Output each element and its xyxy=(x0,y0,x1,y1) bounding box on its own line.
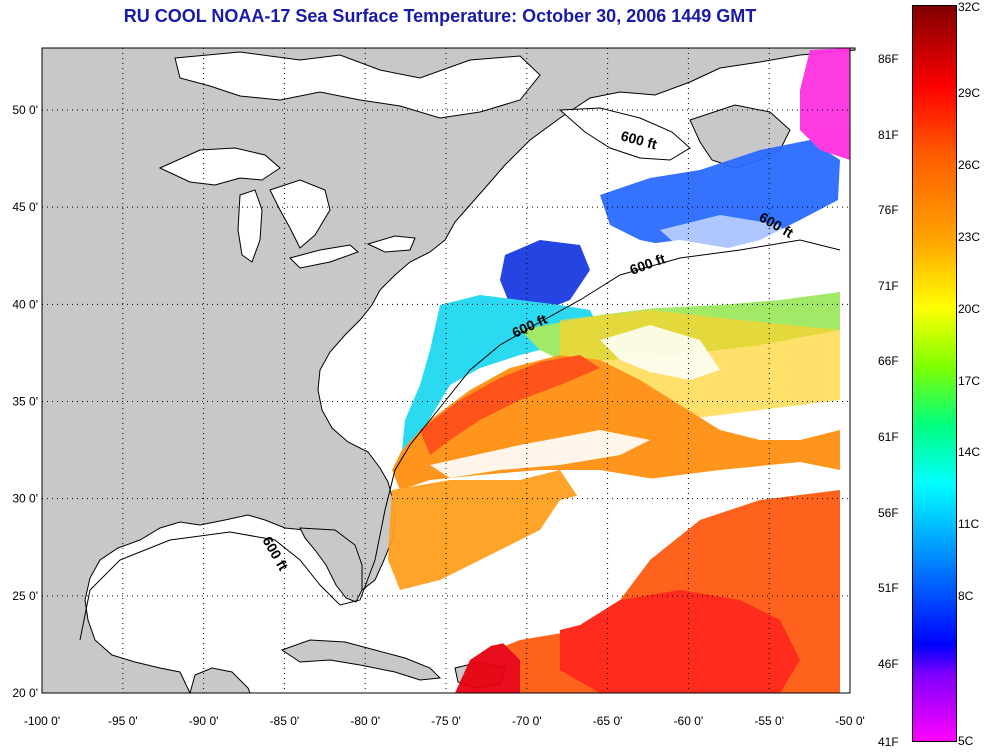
lon-tick-label: -60 0' xyxy=(674,714,704,728)
colorbar-celsius-label: 8C xyxy=(958,589,974,604)
lon-tick-label: -90 0' xyxy=(189,714,219,728)
colorbar-fahrenheit-label: 46F xyxy=(878,656,899,671)
sst-cool-labrador xyxy=(800,48,850,160)
colorbar-celsius-label: 29C xyxy=(958,86,981,100)
colorbar-celsius-label: 20C xyxy=(958,301,981,316)
lon-tick-label: -100 0' xyxy=(24,714,60,728)
lon-tick-label: -65 0' xyxy=(593,714,623,728)
axis-ticks: -100 0' -95 0' -90 0' -85 0' -80 0' -75 0' -70… xyxy=(12,103,864,728)
lake-huron xyxy=(269,179,331,249)
colorbar-celsius-label: 5C xyxy=(958,734,974,748)
colorbar-fahrenheit-label: 56F xyxy=(878,505,899,520)
lake-superior xyxy=(158,147,281,186)
lon-tick-label: -85 0' xyxy=(270,714,300,728)
sst-gulfstream-core xyxy=(420,355,600,455)
lat-tick-label: 50 0' xyxy=(12,103,38,117)
colorbar-celsius-label: 17C xyxy=(958,373,981,388)
lon-tick-label: -95 0' xyxy=(108,714,138,728)
lon-tick-label: -75 0' xyxy=(431,714,461,728)
colorbar-fahrenheit-label: 51F xyxy=(878,581,899,596)
lon-tick-label: -80 0' xyxy=(350,714,380,728)
colorbar-fahrenheit-label: 76F xyxy=(878,203,899,218)
st-lawrence xyxy=(558,107,691,161)
lon-tick-label: -50 0' xyxy=(835,714,865,728)
colorbar-fahrenheit-label: 81F xyxy=(878,127,899,142)
map-frame xyxy=(41,47,851,694)
colorbar-celsius-label: 26C xyxy=(958,157,981,172)
colorbar-celsius-label: 14C xyxy=(958,445,981,460)
hudson-bay-white xyxy=(174,51,541,119)
land-cuba xyxy=(280,639,442,681)
land-florida xyxy=(299,527,363,603)
temperature-colorbar xyxy=(912,5,957,742)
colorbar-fahrenheit-label: 71F xyxy=(878,278,899,293)
lon-tick-label: -70 0' xyxy=(512,714,542,728)
colorbar-fahrenheit-label: 86F xyxy=(878,52,899,66)
isobath-600ft xyxy=(79,239,841,641)
colorbar-fahrenheit-label: 61F xyxy=(878,430,899,444)
colorbar-celsius-label: 32C xyxy=(958,0,981,14)
colorbar-celsius-label: 23C xyxy=(958,229,981,244)
map-title: RU COOL NOAA-17 Sea Surface Temperature:… xyxy=(123,6,757,26)
lat-tick-label: 25 0' xyxy=(12,589,38,603)
lat-tick-label: 20 0' xyxy=(12,686,38,700)
colorbar-fahrenheit-label: 66F xyxy=(878,354,899,369)
colorbar-celsius-label: 11C xyxy=(958,517,980,532)
sst-cold-scotian xyxy=(600,140,840,250)
colorbar-fahrenheit-label: 41F xyxy=(878,735,899,749)
sst-cold-gulf-of-maine xyxy=(500,240,590,312)
lat-tick-label: 40 0' xyxy=(12,297,38,311)
lake-michigan xyxy=(237,189,263,263)
sst-south-red xyxy=(560,590,800,693)
lake-ontario xyxy=(366,235,416,253)
lake-erie xyxy=(289,244,359,269)
lat-tick-label: 35 0' xyxy=(12,395,38,409)
sst-sargasso-orange xyxy=(388,470,580,590)
lat-tick-label: 45 0' xyxy=(12,200,38,214)
lat-tick-label: 30 0' xyxy=(12,492,38,506)
clouds xyxy=(430,215,840,650)
sst-caribbean-red xyxy=(455,640,520,693)
lon-tick-label: -55 0' xyxy=(754,714,784,728)
